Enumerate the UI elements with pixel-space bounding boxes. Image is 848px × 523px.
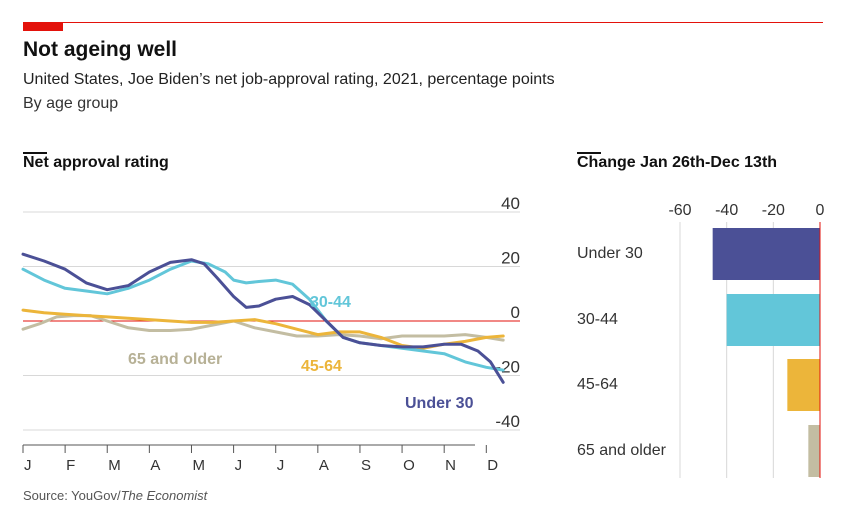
bar-tick-label: -40 <box>715 202 738 219</box>
series-label-30-44: 30-44 <box>310 294 351 311</box>
source-publication: The Economist <box>120 488 208 503</box>
series-label-65-and-older: 65 and older <box>128 351 222 368</box>
x-tick-label: D <box>487 457 498 474</box>
series-label-under-30: Under 30 <box>405 395 474 412</box>
left-panel-title: Net approval rating <box>23 154 169 171</box>
source-prefix: Source: YouGov/ <box>23 488 121 503</box>
x-tick-label: O <box>403 457 415 474</box>
series-label-45-64: 45-64 <box>301 358 342 375</box>
x-tick-label: J <box>277 457 285 474</box>
bar-tick-label: 0 <box>816 202 825 219</box>
bar-category-label: Under 30 <box>577 245 643 262</box>
right-panel-title: Change Jan 26th-Dec 13th <box>577 154 778 171</box>
series-line-30-44 <box>21 259 505 372</box>
y-tick-label: 0 <box>511 303 520 322</box>
y-tick-label: -20 <box>495 358 520 377</box>
right-panel-heading: Change Jan 26th-Dec 13th <box>577 152 778 172</box>
x-tick-label: J <box>24 457 32 474</box>
top-rule <box>23 22 823 23</box>
bar-65-and-older <box>808 425 820 477</box>
x-tick-label: N <box>445 457 456 474</box>
source-note: Source: YouGov/The Economist <box>23 488 207 503</box>
x-tick-label: J <box>235 457 243 474</box>
series-line-under-30 <box>21 252 505 384</box>
y-tick-label: 40 <box>501 194 520 213</box>
bar-category-label: 65 and older <box>577 442 667 459</box>
bar-category-label: 30-44 <box>577 311 618 328</box>
left-panel-heading: Net approval rating <box>23 152 169 172</box>
heading-overline <box>577 152 601 154</box>
x-tick-label: A <box>150 457 160 474</box>
chart-subtitle: United States, Joe Biden’s net job-appro… <box>23 71 555 88</box>
y-tick-label: -40 <box>495 412 520 431</box>
x-tick-label: F <box>66 457 75 474</box>
x-tick-label: M <box>192 457 205 474</box>
x-tick-label: S <box>361 457 371 474</box>
bar-under-30 <box>712 228 820 280</box>
chart-title: Not ageing well <box>23 38 178 61</box>
brand-tag <box>23 22 63 31</box>
chart-subtitle-2: By age group <box>23 95 119 112</box>
bar-tick-label: -60 <box>668 202 691 219</box>
bar-category-label: 45-64 <box>577 376 618 393</box>
x-tick-label: M <box>108 457 121 474</box>
heading-overline <box>23 152 47 154</box>
series-line-65-and-older <box>21 314 505 342</box>
y-tick-label: 20 <box>501 249 520 268</box>
bar-30-44 <box>726 294 820 346</box>
bar-45-64 <box>787 359 820 411</box>
x-tick-label: A <box>319 457 329 474</box>
bar-tick-label: -20 <box>762 202 785 219</box>
